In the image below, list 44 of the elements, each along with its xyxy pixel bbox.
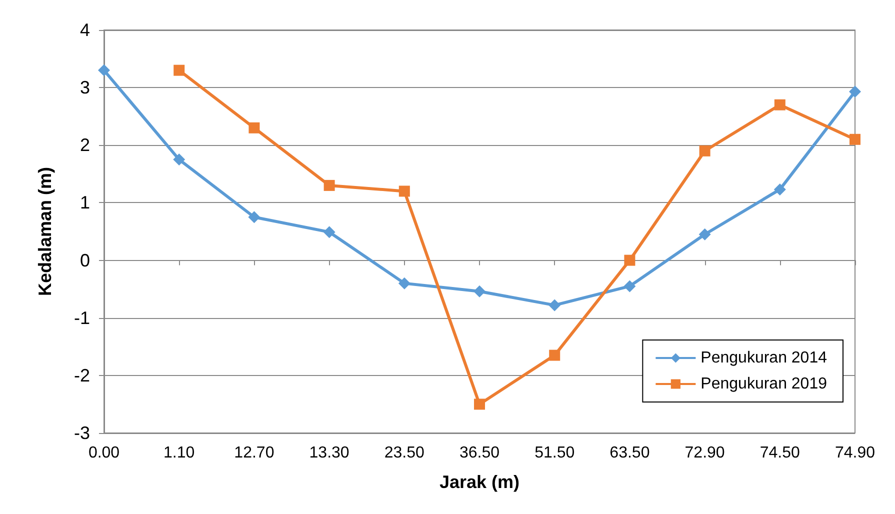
- point: [774, 183, 786, 196]
- point: [248, 211, 260, 224]
- point: [474, 398, 485, 410]
- point: [624, 280, 636, 292]
- x-tick-label: 23.50: [384, 444, 425, 462]
- y-tick-label: 0: [80, 250, 90, 270]
- point: [474, 285, 486, 298]
- x-tick-label: 1.10: [164, 444, 195, 462]
- y-tick-label: -1: [74, 308, 90, 328]
- x-tick-label: 51.50: [534, 444, 575, 462]
- y-tick-label: -3: [74, 423, 90, 443]
- y-tick-label: 4: [80, 20, 90, 40]
- point: [98, 64, 110, 76]
- point: [549, 350, 560, 361]
- point: [698, 228, 711, 240]
- point: [548, 299, 561, 312]
- x-tick-label: 63.50: [610, 444, 650, 462]
- legend-label: Pengukuran 2014: [700, 350, 828, 366]
- y-tick-label: 2: [80, 135, 90, 156]
- point: [624, 254, 636, 266]
- point: [850, 134, 860, 145]
- point: [398, 186, 410, 197]
- y-tick-label: 3: [80, 78, 90, 98]
- point: [398, 277, 410, 290]
- point: [173, 154, 186, 166]
- point: [849, 86, 861, 98]
- x-tick-label: 36.50: [459, 444, 500, 462]
- point: [774, 99, 786, 110]
- point: [323, 226, 336, 238]
- point: [324, 180, 335, 191]
- x-tick-label: 0.00: [88, 444, 120, 462]
- x-tick-label: 13.30: [309, 444, 350, 462]
- x-axis-title: Jarak (m): [439, 472, 520, 492]
- y-tick-label: 1: [80, 192, 90, 213]
- x-tick-label: 74.90: [834, 444, 876, 462]
- y-tick-label: -2: [74, 365, 90, 386]
- x-tick-label: 72.90: [684, 444, 725, 462]
- point: [248, 122, 260, 134]
- x-tick-label: 74.50: [760, 444, 800, 462]
- x-tick-label: 12.70: [234, 444, 274, 462]
- point: [699, 145, 710, 156]
- y-axis-title: Kedalaman (m): [35, 166, 55, 296]
- legend-label: Pengukuran 2019: [700, 376, 828, 392]
- point: [174, 64, 185, 76]
